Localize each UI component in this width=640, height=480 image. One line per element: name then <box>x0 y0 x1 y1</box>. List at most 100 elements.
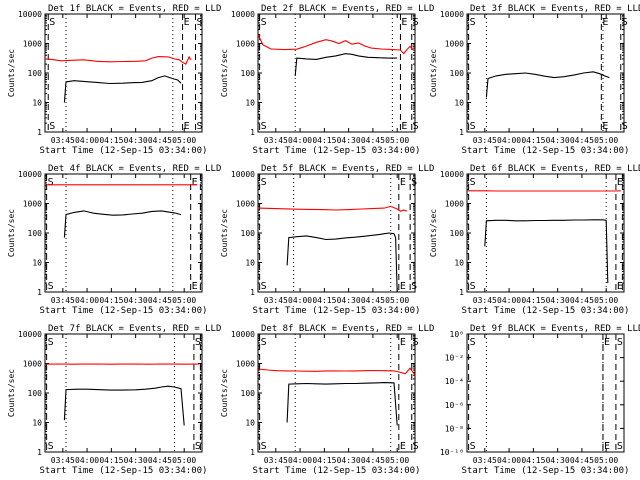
x-axis-label: Start Time (12-Sep-15 03:34:00) <box>462 306 630 316</box>
x-tick-label: 04:15 <box>99 296 123 305</box>
det-4f-panel: Det 4f BLACK = Events, RED = LLD 1 10 100 10… <box>7 164 221 316</box>
x-tick-label: 04:00 <box>288 456 312 465</box>
x-tick-label: 03:45 <box>264 456 288 465</box>
y-tick-label: 100 <box>28 389 43 398</box>
marker-label-bottom: S <box>470 121 476 132</box>
marker-label-bottom: S <box>195 441 201 452</box>
y-tick-label: 10 <box>32 419 42 428</box>
panel-title: Det 4f BLACK = Events, RED = LLD <box>48 164 221 174</box>
y-tick-label: 100 <box>241 229 256 238</box>
marker-label-bottom: E <box>400 281 406 292</box>
x-axis-label: Start Time (12-Sep-15 03:34:00) <box>40 306 208 316</box>
y-tick-label: 10⁻⁶ <box>445 401 464 410</box>
x-tick-label: 04:15 <box>312 456 336 465</box>
marker-label-top: S <box>261 337 267 348</box>
y-tick-label: 10 <box>32 259 42 268</box>
x-tick-label: 05:00 <box>385 456 409 465</box>
marker-label-top: S <box>411 177 417 188</box>
marker-label-top: E <box>602 17 608 28</box>
det-9f-panel: Det 9f BLACK = Events, RED = LLD 10⁻¹⁰ 10⁻… <box>440 324 640 476</box>
x-tick-label: 04:45 <box>148 456 172 465</box>
y-axis-label: Counts/sec <box>7 49 16 97</box>
marker-label-bottom: S <box>411 281 417 292</box>
events-series-line <box>63 210 182 238</box>
lld-series-line <box>257 34 414 55</box>
marker-label-top: E <box>400 337 406 348</box>
x-tick-label: 04:00 <box>288 296 312 305</box>
marker-label-top: S <box>49 17 55 28</box>
x-tick-label: 04:15 <box>521 136 545 145</box>
x-tick-label: 04:30 <box>546 456 570 465</box>
marker-label-bottom: S <box>48 441 54 452</box>
y-tick-label: 10000 <box>18 10 42 19</box>
x-tick-label: 05:00 <box>385 136 409 145</box>
plot-frame <box>44 173 203 293</box>
y-tick-label: 100 <box>450 229 465 238</box>
y-tick-label: 1 <box>459 288 464 297</box>
marker-label-bottom: E <box>184 121 190 132</box>
marker-label-top: S <box>470 17 476 28</box>
x-tick-label: 04:45 <box>148 296 172 305</box>
y-axis-label: Counts/sec <box>220 369 229 417</box>
lld-series-line <box>257 205 408 212</box>
y-tick-label: 1000 <box>236 40 255 49</box>
y-tick-label: 100 <box>28 229 43 238</box>
marker-label-top: S <box>48 177 54 188</box>
y-tick-label: 1000 <box>236 200 255 209</box>
x-tick-label: 03:45 <box>473 456 497 465</box>
y-tick-label: 10000 <box>231 170 255 179</box>
x-tick-label: 03:45 <box>51 136 75 145</box>
x-axis-label: Start Time (12-Sep-15 03:34:00) <box>462 146 630 156</box>
plot-frame <box>466 333 625 453</box>
det-2f-panel: Det 2f BLACK = Events, RED = LLD 1 10 100 10… <box>220 4 434 156</box>
y-tick-label: 1 <box>250 288 255 297</box>
marker-label-bottom: S <box>622 121 628 132</box>
marker-label-bottom: S <box>470 281 476 292</box>
x-tick-label: 04:15 <box>521 456 545 465</box>
y-tick-label: 10⁻¹⁰ <box>440 448 464 457</box>
plot-frame <box>44 13 203 133</box>
x-tick-label: 04:45 <box>361 456 385 465</box>
lld-series-line <box>257 367 416 376</box>
x-tick-label: 04:30 <box>546 136 570 145</box>
events-series-line <box>484 219 609 284</box>
marker-label-top: E <box>401 17 407 28</box>
events-series-line <box>63 75 182 103</box>
marker-label-top: E <box>192 177 198 188</box>
y-tick-label: 10000 <box>440 10 464 19</box>
marker-label-bottom: S <box>261 121 267 132</box>
y-axis-label: Counts/sec <box>7 209 16 257</box>
x-tick-label: 04:15 <box>99 136 123 145</box>
marker-label-top: S <box>197 17 203 28</box>
x-tick-label: 04:00 <box>288 136 312 145</box>
events-series-line <box>286 232 398 293</box>
marker-label-bottom: E <box>192 281 198 292</box>
det-5f-panel: Det 5f BLACK = Events, RED = LLD 1 10 100 10… <box>220 164 434 316</box>
y-tick-label: 1000 <box>23 360 42 369</box>
x-tick-label: 04:15 <box>521 296 545 305</box>
y-tick-label: 1 <box>459 128 464 137</box>
marker-label-bottom: E <box>401 121 407 132</box>
y-tick-label: 10⁻⁸ <box>445 424 464 433</box>
x-axis-label: Start Time (12-Sep-15 03:34:00) <box>40 146 208 156</box>
y-tick-label: 10000 <box>18 170 42 179</box>
x-tick-label: 03:45 <box>264 296 288 305</box>
y-tick-label: 100 <box>241 69 256 78</box>
marker-label-bottom: S <box>197 121 203 132</box>
marker-label-top: S <box>261 17 267 28</box>
y-axis-label: Counts/sec <box>429 209 438 257</box>
marker-label-bottom: S <box>48 281 54 292</box>
y-tick-label: 100 <box>28 69 43 78</box>
plot-frame <box>466 13 625 133</box>
y-tick-label: 1000 <box>23 200 42 209</box>
y-tick-label: 10 <box>454 99 464 108</box>
x-tick-label: 04:00 <box>497 456 521 465</box>
y-tick-label: 10 <box>245 259 255 268</box>
marker-label-top: S <box>413 17 419 28</box>
marker-label-bottom: S <box>413 441 419 452</box>
plot-frame <box>466 173 625 293</box>
x-tick-label: 04:45 <box>570 296 594 305</box>
y-axis-label: Counts/sec <box>429 49 438 97</box>
y-tick-label: 1000 <box>445 200 464 209</box>
